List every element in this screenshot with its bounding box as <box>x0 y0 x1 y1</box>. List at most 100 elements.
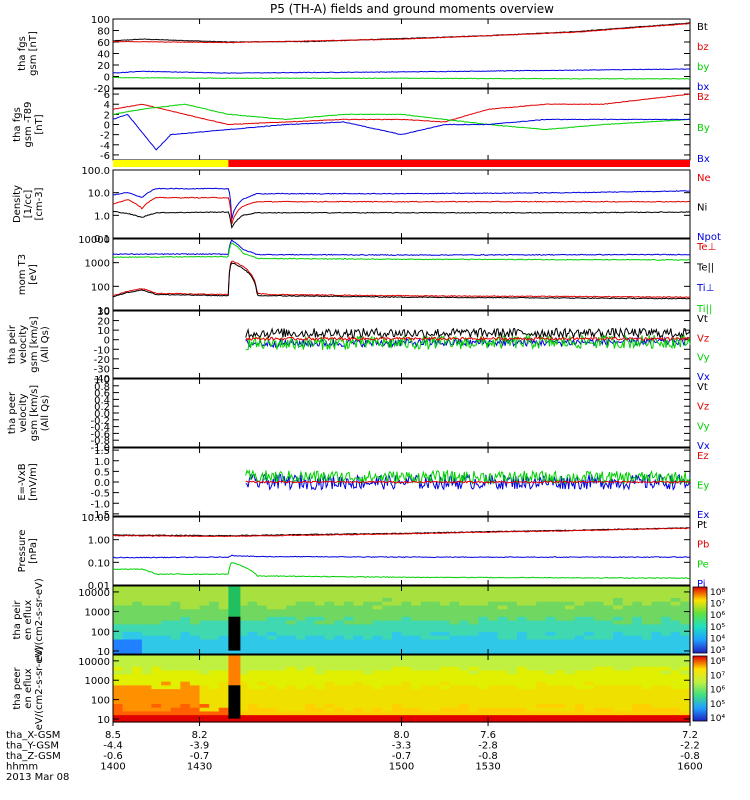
spectrogram-cell <box>420 586 431 591</box>
spectrogram-cell <box>478 627 489 632</box>
spectrogram-cell <box>420 666 431 671</box>
spectrogram-cell <box>122 677 133 682</box>
spectrogram-cell <box>593 635 605 640</box>
spectrogram-cell <box>411 695 422 701</box>
spectrogram-cell <box>555 692 566 697</box>
spectrogram-cell <box>593 586 605 591</box>
spectrogram-cell <box>401 699 412 704</box>
spectrogram-cell <box>209 666 220 671</box>
spectrogram-cell <box>411 666 422 671</box>
panel-7: 1.51.00.50.0-0.5-1.0-1.5E=-VxB [mV/m]EzEy… <box>17 446 709 521</box>
spectrogram-cell <box>238 604 249 610</box>
spectrogram-cell <box>372 692 383 697</box>
spectrogram-cell <box>218 601 229 606</box>
spectrogram-cell <box>334 688 345 693</box>
spectrogram-cell <box>314 612 326 617</box>
spectrogram-cell <box>593 631 605 636</box>
spectrogram-cell <box>189 638 201 644</box>
spectrogram-cell <box>622 695 633 701</box>
spectrogram-cell <box>343 601 355 606</box>
spectrogram-cell <box>343 612 355 617</box>
spectrogram-cell <box>545 695 556 701</box>
spectrogram-cell <box>680 623 691 629</box>
spectrogram-cell <box>526 650 537 655</box>
spectrogram-cell <box>680 638 691 644</box>
spectrogram-cell <box>497 593 508 598</box>
spectrogram-cell <box>661 623 672 629</box>
spectrogram-cell <box>218 707 229 712</box>
spectrogram-cell <box>622 593 633 598</box>
spectrogram-cell <box>276 650 287 655</box>
spectrogram-cell <box>276 608 287 614</box>
spectrogram-cell <box>545 662 556 667</box>
spectrogram-cell <box>170 666 181 671</box>
y-tick-label: 20 <box>97 61 110 72</box>
spectrogram-cell <box>584 593 595 598</box>
legend-label: Vy <box>697 353 710 364</box>
spectrogram-cell <box>401 623 412 629</box>
spectrogram-cell <box>670 662 681 667</box>
spectrogram-cell <box>238 586 249 591</box>
spectrogram-cell <box>305 646 316 651</box>
spectrogram-cell <box>430 631 441 636</box>
spectrogram-cell <box>411 707 422 712</box>
spectrogram-cell <box>286 631 297 636</box>
spectrogram-cell <box>670 658 681 664</box>
spectrogram-cell <box>286 710 297 716</box>
spectrogram-cell <box>314 658 326 664</box>
spectrogram-cell <box>516 646 528 651</box>
panel-6: 1.00.80.60.40.20.0-0.2-0.4-0.6-0.8-1.0th… <box>7 375 710 454</box>
spectrogram-cell <box>247 688 258 693</box>
spectrogram-cell <box>449 695 460 701</box>
spectrogram-cell <box>449 669 460 675</box>
spectrogram-cell <box>161 635 172 640</box>
spectrogram-cell <box>439 699 451 704</box>
spectrogram-cell <box>593 646 605 651</box>
spectrogram-cell <box>478 681 489 686</box>
spectrogram-cell <box>526 658 537 664</box>
spectrogram-cell <box>526 612 537 617</box>
spectrogram-cell <box>334 695 345 701</box>
spectrogram-cell <box>286 688 297 693</box>
spectrogram-cell <box>199 707 210 712</box>
spectrogram-cell <box>526 616 537 621</box>
spectrogram-cell <box>622 677 633 682</box>
y-axis-label-line: tha fgs <box>17 36 28 71</box>
spectrogram-cell <box>439 635 451 640</box>
spectrogram-cell <box>218 658 229 664</box>
spectrogram-cell <box>680 635 691 640</box>
spectrogram-cell <box>641 669 653 675</box>
spectrogram-cell <box>247 714 258 719</box>
spectrogram-cell <box>564 642 576 648</box>
spectrogram-cell <box>449 635 460 640</box>
status-bar <box>113 160 690 167</box>
spectrogram-cell <box>536 684 547 690</box>
spectrogram-cell <box>161 631 172 636</box>
spectrogram-cell <box>680 627 691 632</box>
spectrogram-cell <box>411 669 422 675</box>
spectrogram-cell <box>382 638 393 644</box>
spectrogram-cell <box>334 646 345 651</box>
spectrogram-cell <box>555 608 566 614</box>
spectrogram-cell <box>593 658 605 664</box>
spectrogram-cell <box>314 699 326 704</box>
spectrogram-cell <box>334 623 345 629</box>
spectrogram-cell <box>439 707 451 712</box>
spectrogram-cell <box>189 604 201 610</box>
spectrogram-cell <box>420 635 431 640</box>
spectrogram-cell <box>478 589 489 595</box>
spectrogram-cell <box>209 631 220 636</box>
spectrogram-cell <box>113 692 124 697</box>
spectrogram-cell <box>372 655 383 660</box>
spectrogram-cell <box>199 616 210 621</box>
spectrogram-cell <box>670 650 681 655</box>
spectrogram-cell <box>632 601 643 606</box>
spectrogram-cell <box>363 677 374 682</box>
spectrogram-cell <box>180 589 191 595</box>
spectrogram-cell <box>209 616 220 621</box>
spectrogram-cell <box>593 699 605 704</box>
series-line-vt <box>245 327 691 340</box>
spectrogram-cell <box>218 635 229 640</box>
spectrogram-cell <box>488 620 499 625</box>
